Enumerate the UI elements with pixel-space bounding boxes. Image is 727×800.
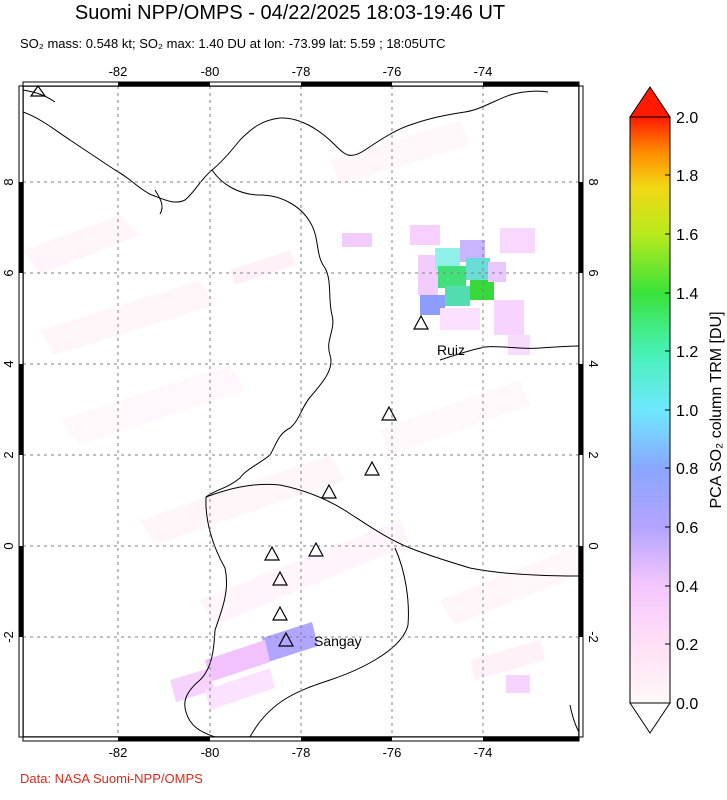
lat-tick-label: 6 — [1, 269, 16, 276]
so2-pixel — [500, 228, 535, 253]
volcano-label-ruiz: Ruiz — [437, 342, 465, 358]
lon-tick-label: -80 — [201, 64, 220, 79]
data-credit: Data: NASA Suomi-NPP/OMPS — [20, 771, 203, 786]
so2-pixel — [440, 308, 480, 330]
lon-tick-label: -76 — [383, 64, 402, 79]
colorbar-gradient — [630, 117, 670, 703]
lat-tick-label: 4 — [1, 360, 16, 367]
lon-tick-label: -74 — [474, 64, 493, 79]
colorbar: 2.0 1.8 1.6 1.4 1.2 1.0 0.8 0.6 0.4 0.2 … — [630, 87, 725, 733]
lon-tick-label: -78 — [292, 745, 311, 760]
colorbar-label: 0.6 — [676, 520, 698, 537]
colorbar-label: 1.4 — [676, 286, 698, 303]
colorbar-label: 2.0 — [676, 110, 698, 127]
so2-pixel — [466, 258, 490, 280]
lon-tick-labels-top: -82 -80 -78 -76 -74 — [109, 64, 493, 79]
lon-tick-labels-bottom: -82 -80 -78 -76 -74 — [109, 745, 493, 760]
colorbar-label: 0.8 — [676, 461, 698, 478]
colorbar-label: 1.8 — [676, 168, 698, 185]
lon-tick-label: -82 — [109, 64, 128, 79]
lon-tick-label: -80 — [201, 745, 220, 760]
lat-tick-label: 2 — [1, 451, 16, 458]
colorbar-max-arrow — [630, 87, 670, 117]
colorbar-label: 1.2 — [676, 344, 698, 361]
colorbar-min-arrow — [630, 703, 670, 733]
volcano-label-sangay: Sangay — [314, 633, 361, 649]
lon-tick-label: -78 — [292, 64, 311, 79]
colorbar-title: PCA SO₂ column TRM [DU] — [708, 311, 725, 508]
so2-pixel — [470, 280, 494, 300]
lat-tick-label: 0 — [586, 542, 601, 549]
lat-tick-label: 0 — [1, 542, 16, 549]
lat-tick-label: 4 — [586, 360, 601, 367]
so2-pixel — [342, 233, 372, 247]
lat-tick-label: 8 — [1, 178, 16, 185]
so2-pixel — [508, 335, 530, 355]
so2-pixel — [494, 300, 524, 335]
so2-pixel — [506, 675, 530, 693]
colorbar-label: 1.6 — [676, 227, 698, 244]
lat-tick-label: -2 — [1, 631, 16, 643]
so2-pixel — [438, 266, 466, 288]
lon-tick-label: -76 — [383, 745, 402, 760]
lat-tick-label: 2 — [586, 451, 601, 458]
lat-tick-label: 6 — [586, 269, 601, 276]
lat-tick-label: -2 — [586, 631, 601, 643]
lon-tick-label: -74 — [474, 745, 493, 760]
lon-tick-label: -82 — [109, 745, 128, 760]
colorbar-label: 0.4 — [676, 579, 698, 596]
lat-tick-label: 8 — [586, 178, 601, 185]
colorbar-label: 1.0 — [676, 403, 698, 420]
so2-pixel — [488, 262, 506, 282]
colorbar-label: 0.0 — [676, 696, 698, 713]
lat-tick-labels-right: 8 6 4 2 0 -2 — [586, 178, 601, 642]
so2-pixel — [445, 286, 470, 306]
so2-pixel — [410, 225, 440, 245]
lat-tick-labels-left: 8 6 4 2 0 -2 — [1, 178, 16, 642]
colorbar-label: 0.2 — [676, 637, 698, 654]
